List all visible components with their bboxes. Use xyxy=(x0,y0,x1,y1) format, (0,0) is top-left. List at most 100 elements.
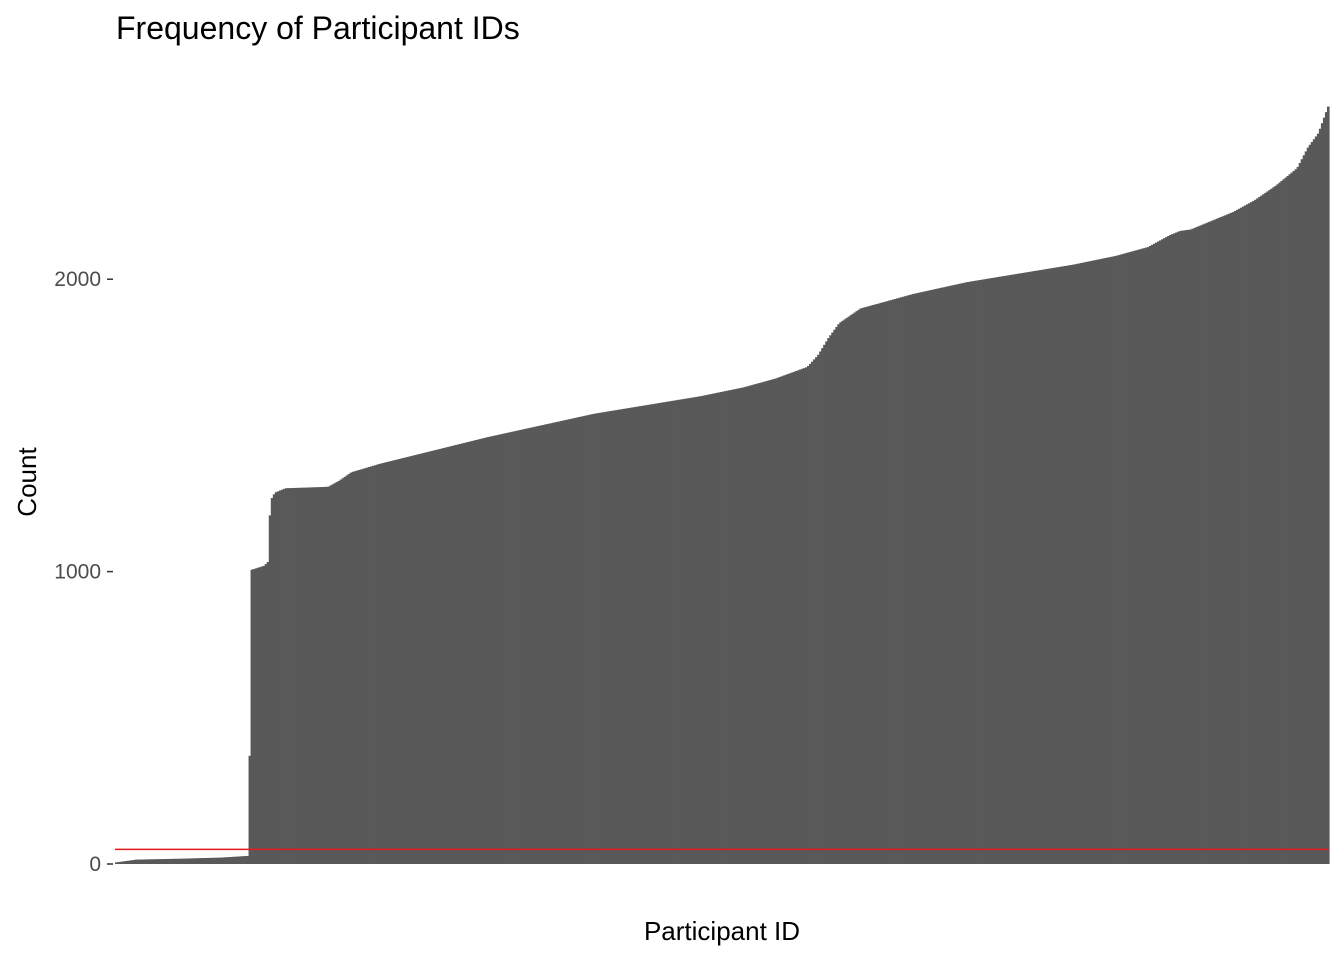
bar xyxy=(1051,267,1055,865)
y-tick-label: 2000 xyxy=(54,268,101,291)
bar xyxy=(930,289,934,864)
bar xyxy=(707,394,711,864)
bar xyxy=(525,428,529,864)
bar xyxy=(904,296,907,864)
bar xyxy=(677,399,681,864)
bar xyxy=(766,380,770,864)
bar xyxy=(543,424,547,864)
bar xyxy=(501,433,505,864)
bar xyxy=(991,277,994,865)
bar xyxy=(673,400,677,864)
bar xyxy=(946,286,950,864)
bar xyxy=(683,398,687,864)
bar xyxy=(881,302,885,864)
bar xyxy=(1059,266,1063,864)
bar xyxy=(612,410,616,864)
bar xyxy=(406,456,409,864)
bar xyxy=(426,451,430,864)
bar xyxy=(562,420,565,864)
bar xyxy=(317,487,320,864)
bar xyxy=(289,488,292,864)
bar xyxy=(849,315,853,864)
bar xyxy=(809,363,812,864)
bar xyxy=(515,430,519,864)
bar xyxy=(537,425,541,864)
bar xyxy=(463,442,466,864)
bar xyxy=(910,294,913,864)
bar xyxy=(1124,253,1128,865)
bar xyxy=(914,293,917,864)
bar xyxy=(199,858,203,864)
bar xyxy=(242,856,246,864)
bar xyxy=(1324,112,1328,865)
bar xyxy=(972,280,976,865)
bar xyxy=(1290,172,1294,864)
bar xyxy=(1090,260,1093,864)
bar xyxy=(1019,273,1023,864)
bar xyxy=(268,515,272,864)
bar xyxy=(1300,159,1304,864)
bar xyxy=(1025,272,1029,864)
bar xyxy=(503,433,507,864)
bar xyxy=(299,487,302,864)
bar xyxy=(376,464,379,864)
bar xyxy=(197,858,201,864)
bar xyxy=(732,389,735,864)
bar xyxy=(1104,258,1108,864)
bar xyxy=(875,303,879,865)
bar xyxy=(272,494,276,864)
bar xyxy=(315,487,318,864)
bar xyxy=(497,434,501,864)
bar xyxy=(258,567,262,864)
bar xyxy=(1065,265,1069,864)
bar xyxy=(1037,270,1041,864)
bar xyxy=(1126,252,1130,864)
bar xyxy=(446,446,450,864)
bar xyxy=(922,291,925,865)
bar xyxy=(1150,244,1154,865)
bar xyxy=(467,441,470,864)
bar xyxy=(645,405,648,864)
bar xyxy=(580,416,583,864)
bar xyxy=(331,484,335,864)
bar xyxy=(343,476,347,864)
bar xyxy=(274,492,278,864)
bar xyxy=(1080,263,1083,864)
bar xyxy=(195,858,199,864)
bar xyxy=(592,413,596,864)
bar xyxy=(574,417,577,864)
bar xyxy=(355,470,359,864)
bar xyxy=(985,278,988,865)
bar xyxy=(1221,216,1225,865)
bar xyxy=(248,755,252,864)
bar xyxy=(869,305,873,864)
bar xyxy=(827,338,830,864)
bar xyxy=(137,859,140,864)
bar xyxy=(297,487,300,864)
bar xyxy=(606,411,610,864)
bar xyxy=(1134,250,1138,864)
bar xyxy=(778,377,782,864)
bar xyxy=(744,386,747,864)
bar xyxy=(920,292,923,864)
bar xyxy=(750,385,753,864)
bar xyxy=(414,454,418,864)
bar xyxy=(357,470,361,864)
bar xyxy=(1092,260,1095,864)
bar xyxy=(1063,265,1067,865)
bar xyxy=(155,859,159,864)
bar xyxy=(337,480,341,864)
bar xyxy=(1310,142,1314,864)
bar xyxy=(143,859,146,864)
bar xyxy=(703,395,707,864)
bar xyxy=(1260,195,1263,864)
bar xyxy=(394,459,397,864)
bar xyxy=(499,434,503,864)
bar xyxy=(560,420,563,864)
bar xyxy=(1248,203,1251,865)
bar xyxy=(1057,266,1061,865)
bar xyxy=(685,398,689,864)
bar xyxy=(843,319,847,864)
bar xyxy=(479,438,482,864)
bar xyxy=(1142,248,1146,865)
